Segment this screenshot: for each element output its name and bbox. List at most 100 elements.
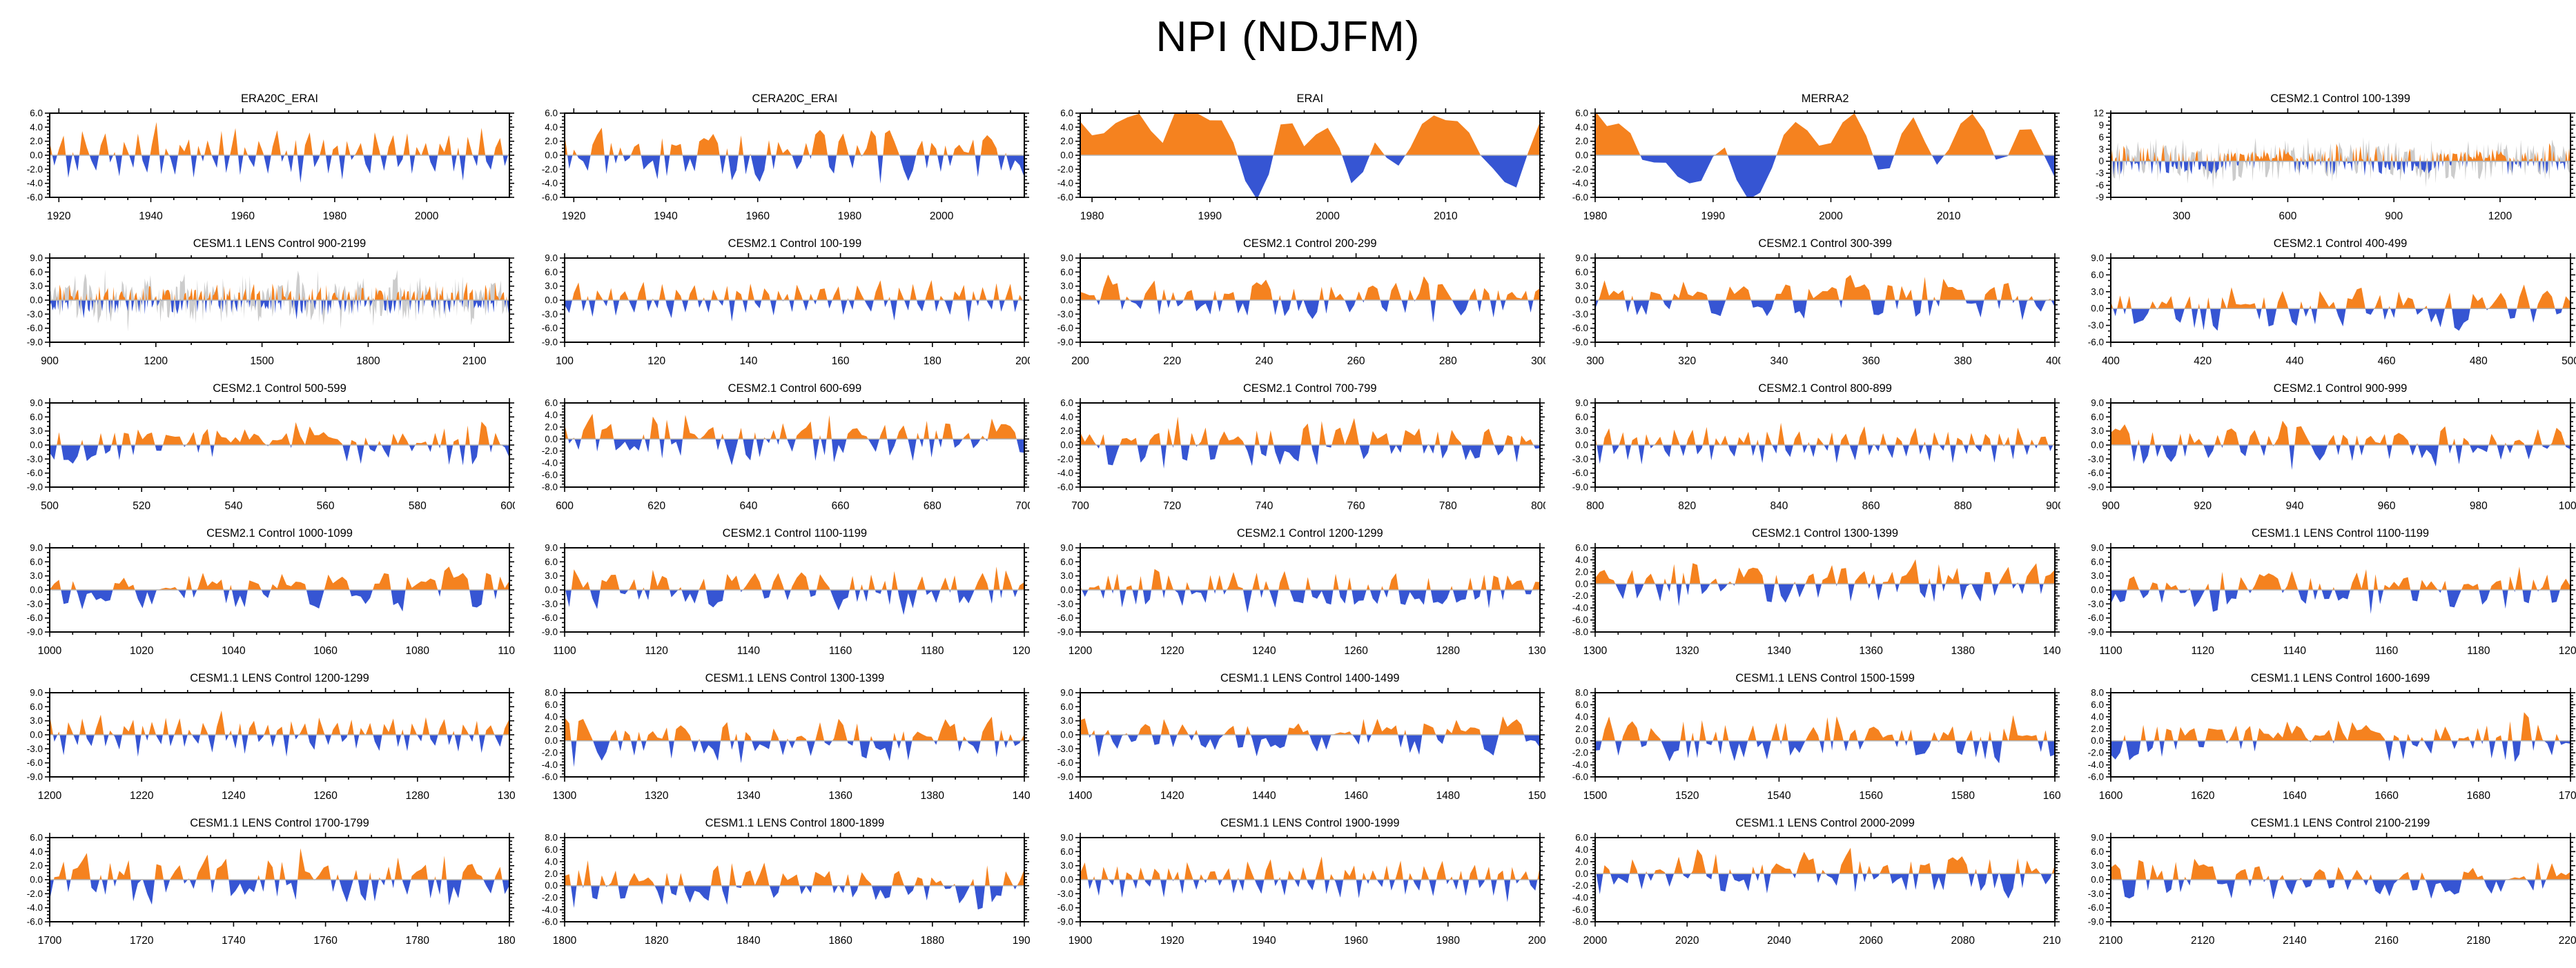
y-axis-labels: 8.06.04.02.00.0-2.0-4.0-6.0 [542, 688, 558, 782]
panel-plot: 129 6 30 -3-6 -9 300 600 900 1200 [2094, 108, 2575, 222]
svg-text:2.0: 2.0 [545, 869, 558, 879]
axis-ticks [1075, 253, 1545, 347]
svg-text:0.0: 0.0 [1575, 869, 1588, 879]
panel-plot: 6.0 4.02.0 0.0 -2.0 -4.0 -6.0 -8.0 1300 1320 1340… [1572, 543, 2060, 658]
x-axis-labels: 100 120 140 160 180 200 [556, 355, 1030, 367]
svg-text:1260: 1260 [1344, 645, 1368, 657]
svg-text:920: 920 [2194, 500, 2212, 512]
y-axis-labels: 6.0 4.0 2.0 0.0 -2.0 -4.0 -6.0 [542, 108, 558, 203]
chart-panel: CESM2.1 Control 300-399 9.0 6.0 3.0 0.0 -3.0 -… [1545, 235, 2060, 379]
svg-text:2000: 2000 [415, 210, 439, 222]
svg-text:9.0: 9.0 [2091, 543, 2104, 553]
svg-text:2080: 2080 [1951, 935, 1975, 947]
negative-anomaly-area [2110, 161, 2570, 176]
svg-text:4.0: 4.0 [30, 122, 43, 132]
svg-text:1120: 1120 [645, 645, 669, 657]
svg-text:160: 160 [832, 355, 850, 367]
chart-panel: CESM2.1 Control 600-699 6.0 4.0 2.0 0.0 -2.0 -… [515, 379, 1030, 524]
axis-ticks [560, 688, 1030, 782]
svg-text:4.0: 4.0 [1575, 844, 1588, 855]
svg-text:1120: 1120 [2191, 645, 2214, 657]
svg-text:3.0: 3.0 [1060, 281, 1073, 291]
panel-title: CESM2.1 Control 700-799 [1243, 382, 1377, 395]
svg-text:2120: 2120 [2191, 935, 2215, 947]
panel-title: CESM2.1 Control 300-399 [1758, 237, 1892, 250]
svg-text:800: 800 [1586, 500, 1604, 512]
x-axis-labels: 400 420 440 460 480 500 [2102, 355, 2576, 367]
svg-text:0.0: 0.0 [1060, 585, 1073, 595]
plot-border [1594, 547, 2056, 633]
svg-text:4.0: 4.0 [2091, 711, 2104, 722]
axis-ticks [45, 688, 514, 782]
axis-ticks [560, 833, 1030, 927]
svg-text:9.0: 9.0 [1060, 253, 1073, 264]
svg-text:-3.0: -3.0 [1057, 889, 1073, 899]
svg-text:1560: 1560 [1860, 790, 1884, 802]
svg-text:1420: 1420 [1160, 790, 1184, 802]
svg-text:-3.0: -3.0 [542, 599, 558, 609]
y-axis-labels: 9.0 6.0 3.0 0.0 -3.0 -6.0 -9.0 [1057, 253, 1073, 348]
svg-text:620: 620 [648, 500, 666, 512]
positive-anomaly-area [50, 848, 509, 880]
svg-text:1140: 1140 [737, 645, 761, 657]
svg-text:-6.0: -6.0 [1057, 758, 1073, 768]
y-axis-labels: 9.0 6.0 3.0 0.0 -3.0 -6.0 -9.0 [542, 253, 558, 348]
axis-ticks [1075, 833, 1545, 927]
y-axis-labels: 8.06.04.02.00.0-2.0-4.0-6.0 [542, 833, 558, 927]
svg-text:0.0: 0.0 [30, 150, 43, 161]
negative-anomaly-area [565, 155, 1025, 184]
svg-text:1620: 1620 [2191, 790, 2215, 802]
y-axis-labels: 9.0 6.0 3.0 0.0 -3.0 -6.0 -9.0 [27, 688, 43, 782]
svg-text:-6.0: -6.0 [27, 613, 43, 623]
y-axis-labels: 9.0 6.0 3.0 0.0 -3.0 -6.0 -9.0 [542, 543, 558, 638]
svg-text:2180: 2180 [2466, 935, 2490, 947]
svg-text:4.0: 4.0 [545, 711, 558, 722]
x-axis-labels: 1400 1420 1440 1460 1480 1500 [1069, 790, 1545, 802]
svg-text:100: 100 [556, 355, 574, 367]
x-axis-labels: 1980 1990 2000 2010 [1583, 210, 1961, 222]
svg-text:2.0: 2.0 [545, 422, 558, 432]
negative-anomaly-area [2110, 445, 2570, 471]
svg-text:1920: 1920 [47, 210, 71, 222]
svg-text:1280: 1280 [1436, 645, 1460, 657]
svg-text:800: 800 [1531, 500, 1545, 512]
chart-panel: CESM1.1 LENS Control 2100-2199 9.0 6.0 3.0 0… [2061, 814, 2575, 959]
panel-title: CESM1.1 LENS Control 2100-2199 [2250, 817, 2430, 829]
svg-text:6.0: 6.0 [1575, 412, 1588, 422]
svg-text:1100: 1100 [498, 645, 515, 657]
svg-text:-4.0: -4.0 [1572, 760, 1588, 770]
svg-text:8.0: 8.0 [1575, 688, 1588, 698]
negative-anomaly-area [1080, 445, 1540, 469]
y-axis-labels: 6.0 4.0 2.0 0.0 -2.0 -4.0 -6.0 [1057, 108, 1073, 203]
svg-text:-6.0: -6.0 [542, 192, 558, 203]
panel-title: CESM2.1 Control 900-999 [2273, 382, 2408, 395]
svg-text:2020: 2020 [1675, 935, 1699, 947]
positive-anomaly-area [1080, 113, 1540, 155]
chart-panel: CESM2.1 Control 1100-1199 9.0 6.0 3.0 0.0 -3.… [515, 524, 1030, 669]
svg-text:200: 200 [1015, 355, 1030, 367]
x-axis-labels: 700 720 740 760 780 800 [1071, 500, 1545, 512]
svg-text:2060: 2060 [1860, 935, 1884, 947]
negative-anomaly-area [1595, 873, 2056, 899]
svg-text:-2.0: -2.0 [1057, 164, 1073, 175]
svg-text:-6.0: -6.0 [27, 917, 43, 927]
svg-text:720: 720 [1163, 500, 1181, 512]
negative-anomaly-area [1595, 300, 2056, 321]
panel-plot: 9.0 6.0 3.0 0.0 -3.0 -6.0 -9.0 100 120 140 160 180 2… [542, 253, 1030, 368]
svg-text:1300: 1300 [1583, 645, 1608, 657]
svg-text:1500: 1500 [1528, 790, 1545, 802]
y-axis-labels: 9.0 6.0 3.0 0.0 -3.0 -6.0 -9.0 [27, 398, 43, 493]
y-axis-labels: 6.0 4.02.0 0.0 -2.0 -4.0 -6.0 -8.0 [1572, 543, 1588, 638]
x-axis-labels: 1800 1820 1840 1860 1880 1900 [553, 935, 1030, 947]
svg-text:1200: 1200 [38, 790, 62, 802]
svg-text:9.0: 9.0 [2091, 833, 2104, 843]
svg-text:700: 700 [1071, 500, 1089, 512]
svg-text:480: 480 [2469, 355, 2487, 367]
svg-text:4.0: 4.0 [1575, 122, 1588, 132]
svg-text:9.0: 9.0 [30, 688, 43, 698]
svg-text:3.0: 3.0 [30, 715, 43, 726]
svg-text:1320: 1320 [645, 790, 669, 802]
svg-text:1240: 1240 [1252, 645, 1276, 657]
svg-text:320: 320 [1678, 355, 1696, 367]
svg-text:-3.0: -3.0 [2087, 454, 2103, 464]
